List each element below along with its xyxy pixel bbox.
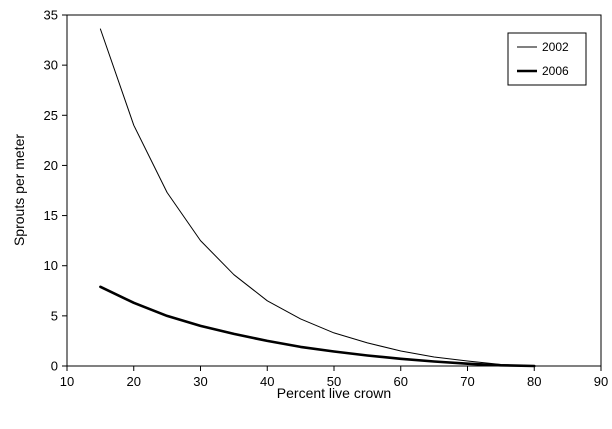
y-tick-label: 35 xyxy=(44,8,58,23)
legend-label-2006: 2006 xyxy=(542,64,569,78)
x-tick-label: 90 xyxy=(594,374,608,389)
y-tick-label: 15 xyxy=(44,208,58,223)
legend-label-2002: 2002 xyxy=(542,40,569,54)
x-tick-label: 20 xyxy=(127,374,141,389)
x-tick-label: 30 xyxy=(193,374,207,389)
x-tick-label: 40 xyxy=(260,374,274,389)
x-axis-title: Percent live crown xyxy=(277,385,391,401)
y-axis-title: Sprouts per meter xyxy=(11,134,27,246)
y-tick-label: 25 xyxy=(44,108,58,123)
legend-box xyxy=(507,32,587,86)
x-tick-label: 80 xyxy=(527,374,541,389)
y-tick-label: 10 xyxy=(44,258,58,273)
y-tick-label: 5 xyxy=(51,308,58,323)
series-line-2006 xyxy=(99,285,536,368)
y-tick-label: 0 xyxy=(51,359,58,374)
y-tick-label: 30 xyxy=(44,58,58,73)
y-axis-ticks: 0 5 10 15 20 25 30 35 xyxy=(44,8,67,374)
y-tick-label: 20 xyxy=(44,158,58,173)
series-layer xyxy=(99,28,602,368)
legend: 2002 2006 xyxy=(507,32,587,86)
x-tick-label: 70 xyxy=(460,374,474,389)
x-tick-label: 50 xyxy=(327,374,341,389)
x-axis-ticks: 10 20 30 40 50 60 70 80 90 xyxy=(60,366,608,389)
x-tick-label: 10 xyxy=(60,374,74,389)
x-tick-label: 60 xyxy=(394,374,408,389)
